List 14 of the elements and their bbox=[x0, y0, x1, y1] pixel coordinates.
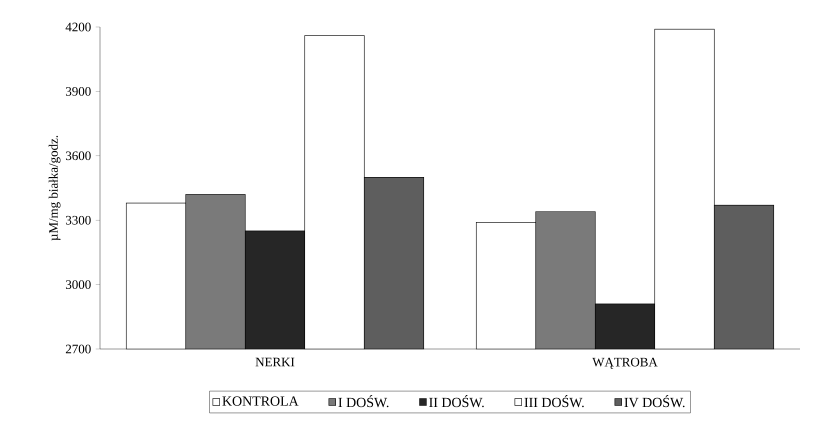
x-tick-label: NERKI bbox=[256, 358, 294, 366]
y-tick-label: 2700 bbox=[66, 344, 91, 354]
y-tick-label: 3600 bbox=[66, 151, 91, 160]
legend-label: III DOŚW. bbox=[524, 395, 584, 408]
y-tick-label: 3000 bbox=[66, 280, 91, 289]
y-tick-label: 3300 bbox=[66, 216, 91, 225]
y-tick-label: 4200 bbox=[66, 22, 91, 32]
legend-label: KONTROLA bbox=[222, 396, 299, 406]
y-axis-title: µM/mg białka/godz. bbox=[48, 136, 60, 241]
x-tick-label: WĄTROBA bbox=[592, 358, 658, 369]
legend-label: IV DOŚW. bbox=[624, 395, 685, 408]
y-tick-label: 3900 bbox=[66, 87, 91, 96]
legend-label: I DOŚW. bbox=[338, 395, 388, 408]
legend-label: II DOŚW. bbox=[429, 395, 484, 408]
